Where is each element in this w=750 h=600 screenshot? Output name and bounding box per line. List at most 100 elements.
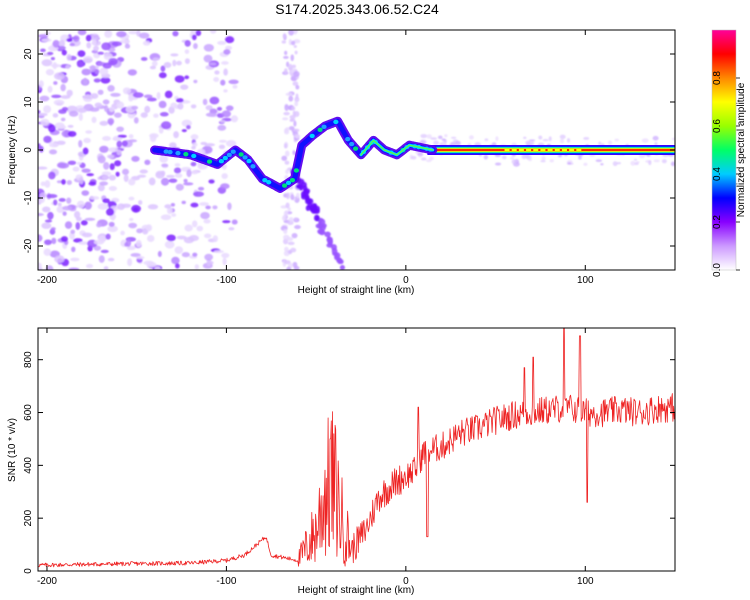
spectrogram-noise-blob	[164, 240, 175, 249]
spectrogram-noise-blob	[107, 85, 115, 92]
spectrogram-noise-blob	[614, 138, 620, 142]
spectrogram-noise-blob	[411, 155, 417, 160]
spectrogram-noise-blob	[39, 145, 44, 153]
spectrogram-noise-blob	[224, 45, 233, 51]
spectrogram-noise-blob	[161, 163, 169, 168]
ridge-hotspot	[285, 180, 292, 186]
spectrogram-noise-blob	[633, 158, 638, 161]
spectrogram-noise-blob	[58, 198, 66, 202]
spectrogram-noise-blob	[559, 138, 565, 144]
spectrogram-noise-blob	[290, 54, 295, 62]
spectrogram-noise-blob	[170, 202, 176, 207]
spectrogram-noise-blob	[60, 236, 69, 243]
spectrogram-noise-blob	[47, 85, 53, 93]
spectrogram-noise-blob	[50, 56, 55, 61]
spectrogram-noise-blob	[91, 116, 97, 124]
spectrogram-noise-blob	[288, 30, 295, 36]
snr-series-line	[38, 328, 675, 568]
spectrogram-noise-blob	[293, 44, 297, 49]
spectrogram-noise-blob	[86, 173, 95, 177]
spectrogram-noise-blob	[418, 155, 422, 158]
spectrogram-noise-blob	[285, 202, 290, 209]
spectrogram-noise-blob	[108, 221, 115, 227]
spectrogram-noise-blob	[437, 135, 443, 140]
spectrogram-noise-blob	[154, 266, 161, 270]
spectrogram-noise-blob	[293, 120, 297, 127]
snr-x-label: Height of straight line (km)	[298, 585, 415, 596]
spectrogram-noise-blob	[88, 181, 97, 186]
spectrogram-noise-blob	[205, 205, 211, 210]
spectrogram-noise-blob	[53, 99, 65, 106]
spectrogram-noise-blob	[566, 138, 571, 143]
spectrogram-noise-blob	[225, 139, 237, 147]
spectrogram-noise-blob	[292, 110, 296, 117]
spectrogram-noise-blob	[213, 250, 224, 254]
spectrogram-noise-blob	[283, 228, 288, 234]
spectrogram-noise-blob	[173, 131, 179, 139]
spectrogram-noise-blob	[635, 160, 640, 164]
spectrogram-noise-blob	[510, 156, 515, 160]
snr-y-ticks: 0 200 400 600 800	[23, 351, 675, 574]
spectrogram-noise-blob	[224, 36, 235, 44]
spectrogram-noise-blob	[612, 161, 618, 167]
spectrogram-noise-blob	[194, 264, 200, 270]
spectrogram-noise-blob	[175, 183, 184, 191]
spectrogram-noise-blob	[140, 57, 148, 61]
ridge-hotspot	[349, 141, 355, 147]
spectrogram-noise-blob	[283, 68, 288, 75]
spectrogram-noise-blob	[81, 190, 90, 196]
spectrogram-noise-blob	[47, 211, 54, 220]
spectrogram-noise-blob	[94, 102, 103, 108]
spectrogram-noise-blob	[128, 95, 134, 102]
spectrogram-noise-blob	[174, 173, 183, 178]
spectrogram-noise-blob	[82, 94, 93, 102]
spectrogram-noise-blob	[607, 140, 613, 145]
spectrogram-noise-blob	[38, 112, 48, 117]
spectrogram-noise-blob	[284, 104, 289, 111]
spectrogram-noise-blob	[77, 50, 86, 57]
steady-band-dash	[576, 149, 582, 151]
spectrogram-noise-blob	[285, 169, 290, 175]
steady-band-dash	[518, 149, 524, 151]
spectrogram-noise-blob	[38, 80, 44, 88]
spectrogram-noise-blob	[104, 30, 113, 38]
spectrogram-branch-blob	[310, 208, 318, 214]
spectrogram-noise-blob	[116, 31, 127, 38]
spectrogram-noise-blob	[78, 241, 89, 245]
spectrogram-noise-blob	[548, 136, 552, 142]
spectrogram-branch-blob	[326, 236, 331, 242]
ridge-hotspot	[242, 155, 248, 160]
spectrogram-noise-blob	[60, 83, 66, 92]
spectrogram-noise-blob	[127, 69, 138, 76]
spectrogram-x-ticks: -200 -100 0 100	[37, 30, 594, 286]
spectrogram-noise-blob	[135, 239, 142, 248]
spectrogram-noise-blob	[61, 49, 67, 56]
spectrogram-noise-blob	[289, 118, 294, 122]
spectrogram-noise-blob	[206, 258, 212, 267]
spectrogram-noise-blob	[287, 241, 295, 246]
spectrogram-noise-blob	[41, 38, 52, 42]
ridge-hotspot	[230, 149, 236, 154]
spectrogram-noise-blob	[661, 159, 667, 164]
spectrogram-y-tick-label: 20	[23, 48, 34, 60]
spectrogram-noise-blob	[495, 162, 502, 166]
ridge-hotspot	[175, 150, 181, 156]
spectrogram-noise-blob	[93, 239, 105, 245]
spectrogram-noise-blob	[41, 59, 53, 67]
ridge-core-inner	[360, 139, 434, 156]
spectrogram-noise-blob	[176, 235, 187, 240]
spectrogram-noise-blob	[121, 168, 130, 175]
ridge-hotspot	[167, 149, 173, 155]
spectrogram-noise-blob	[85, 130, 93, 134]
spectrogram-noise-blob	[190, 161, 197, 167]
spectrogram-noise-blob	[149, 134, 157, 143]
spectrogram-branch-blob	[306, 198, 314, 205]
ridge-hotspot	[317, 127, 323, 133]
spectrogram-noise-blob	[107, 225, 118, 233]
spectrogram-noise-blob	[38, 34, 49, 38]
spectrogram-noise-blob	[285, 92, 293, 96]
spectrogram-noise-blob	[48, 124, 56, 133]
spectrogram-noise-blob	[60, 95, 71, 100]
spectrogram-x-tick-label: -100	[216, 275, 236, 286]
spectrogram-noise-blob	[82, 147, 89, 155]
